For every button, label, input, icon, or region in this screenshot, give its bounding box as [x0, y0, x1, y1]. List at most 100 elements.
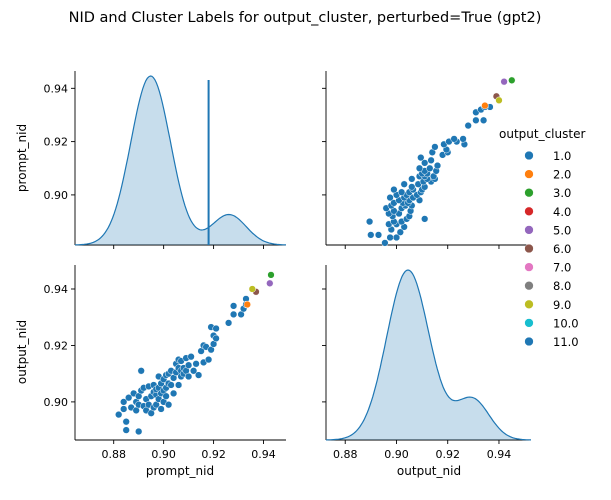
scatter-point-upper-right	[415, 164, 424, 172]
scatter-point-upper-right	[479, 116, 488, 124]
lower-left-ytick-label: 0.90	[44, 396, 69, 409]
scatter-point-lower-left	[194, 371, 203, 379]
legend-marker-2.0	[524, 169, 534, 179]
x-axis-label-output-nid: output_nid	[397, 464, 461, 478]
legend-label-1.0: 1.0	[553, 149, 571, 163]
scatter-point-lower-left	[248, 285, 256, 293]
kde-prompt-nid-line	[74, 75, 287, 246]
scatter-point-upper-right	[381, 239, 389, 247]
scatter-point-lower-left	[174, 381, 183, 389]
legend-marker-11.0	[524, 336, 534, 347]
scatter-point-lower-left	[266, 279, 274, 287]
scatter-point-lower-left	[167, 381, 175, 389]
legend-label-6.0: 6.0	[553, 242, 571, 256]
scatter-point-upper-right	[426, 164, 434, 172]
scatter-point-lower-left	[189, 367, 198, 375]
scatter-point-upper-right	[433, 161, 442, 170]
scatter-point-upper-right	[365, 217, 374, 226]
scatter-point-upper-right	[464, 121, 472, 130]
scatter-point-upper-right	[427, 156, 435, 164]
scatter-point-upper-right	[392, 233, 401, 242]
scatter-point-lower-left	[162, 392, 170, 400]
y-axis-label-output-nid: output_nid	[15, 320, 29, 384]
scatter-point-upper-right	[472, 116, 480, 124]
scatter-point-upper-right	[421, 215, 429, 223]
lower-left-xtick-label: 0.94	[251, 448, 276, 461]
scatter-point-lower-left	[229, 310, 238, 319]
scatter-point-upper-right	[374, 231, 383, 239]
chart-title: NID and Cluster Labels for output_cluste…	[69, 10, 542, 26]
scatter-point-lower-left	[224, 319, 233, 327]
scatter-point-upper-right	[397, 188, 406, 196]
scatter-point-lower-left	[229, 302, 238, 310]
legend-marker-9.0	[524, 299, 534, 309]
lower-right-xtick-label: 0.90	[384, 448, 409, 461]
lower-left-xtick-label: 0.90	[151, 448, 176, 461]
scatter-point-lower-left	[137, 367, 145, 375]
legend-title: output_cluster	[499, 127, 585, 141]
scatter-point-lower-left	[184, 372, 193, 381]
scatter-point-upper-right	[396, 228, 404, 236]
legend-label-5.0: 5.0	[553, 223, 571, 237]
scatter-point-upper-right	[408, 183, 416, 191]
upper-left-ytick-label: 0.92	[44, 136, 69, 149]
y-axis-label-prompt-nid: prompt_nid	[15, 124, 29, 192]
lower-left-ytick-label: 0.92	[44, 339, 69, 352]
scatter-point-lower-left	[120, 398, 128, 406]
legend: output_cluster 1.0 2.0 3.0 4.0 5.0 6.0 7.0 8.0 9…	[499, 127, 585, 349]
scatter-point-lower-left	[184, 361, 193, 369]
scatter-point-lower-left	[157, 405, 165, 413]
scatter-point-upper-right	[390, 185, 398, 194]
kde-output-nid-fill	[326, 270, 531, 440]
legend-label-9.0: 9.0	[553, 298, 571, 312]
scatter-point-lower-left	[267, 271, 275, 279]
scatter-point-lower-left	[204, 355, 213, 364]
legend-marker-3.0	[524, 188, 534, 198]
scatter-point-upper-right	[386, 233, 394, 242]
scatter-point-upper-right	[367, 231, 375, 239]
lower-right-xtick-label: 0.88	[333, 448, 358, 461]
legend-label-7.0: 7.0	[553, 261, 571, 275]
upper-left-ytick-label: 0.90	[44, 189, 69, 202]
legend-label-2.0: 2.0	[553, 168, 571, 182]
legend-marker-6.0	[524, 243, 534, 254]
scatter-point-lower-left	[243, 300, 251, 309]
scatter-point-upper-right	[408, 175, 416, 183]
lower-left-xtick-label: 0.92	[201, 448, 226, 461]
kde-prompt-nid-fill	[75, 76, 286, 245]
scatter-point-lower-left	[212, 334, 220, 343]
scatter-point-upper-right	[459, 135, 467, 143]
lower-left-xtick-label: 0.88	[101, 448, 126, 461]
lower-right-xtick-label: 0.92	[435, 448, 460, 461]
x-axis-label-prompt-nid: prompt_nid	[146, 464, 214, 478]
scatter-point-lower-left	[120, 405, 128, 413]
legend-marker-7.0	[524, 262, 534, 272]
scatter-point-lower-left	[164, 401, 173, 409]
scatter-point-upper-right	[386, 193, 394, 202]
legend-label-4.0: 4.0	[553, 205, 571, 219]
legend-label-11.0: 11.0	[553, 335, 579, 349]
lower-left-ytick-label: 0.94	[44, 283, 69, 296]
scatter-point-lower-left	[192, 360, 200, 368]
upper-left-ytick-label: 0.94	[44, 82, 69, 95]
scatter-point-lower-left	[125, 394, 133, 402]
scatter-point-upper-right	[508, 76, 516, 84]
scatter-point-upper-right	[495, 96, 503, 104]
scatter-point-lower-left	[115, 410, 123, 419]
legend-label-3.0: 3.0	[553, 186, 571, 200]
scatter-point-upper-right	[400, 180, 408, 188]
scatter-point-upper-right	[417, 153, 425, 162]
scatter-point-lower-left	[135, 427, 143, 436]
scatter-point-upper-right	[421, 159, 429, 167]
legend-marker-4.0	[524, 206, 534, 216]
legend-marker-5.0	[524, 225, 534, 235]
scatter-point-upper-right	[500, 78, 508, 86]
scatter-point-lower-left	[122, 418, 130, 426]
legend-marker-1.0	[524, 150, 534, 161]
kde-output-nid-line	[326, 269, 531, 441]
scatter-point-lower-left	[187, 353, 195, 361]
legend-label-10.0: 10.0	[553, 316, 579, 330]
scatter-point-upper-right	[431, 143, 439, 151]
